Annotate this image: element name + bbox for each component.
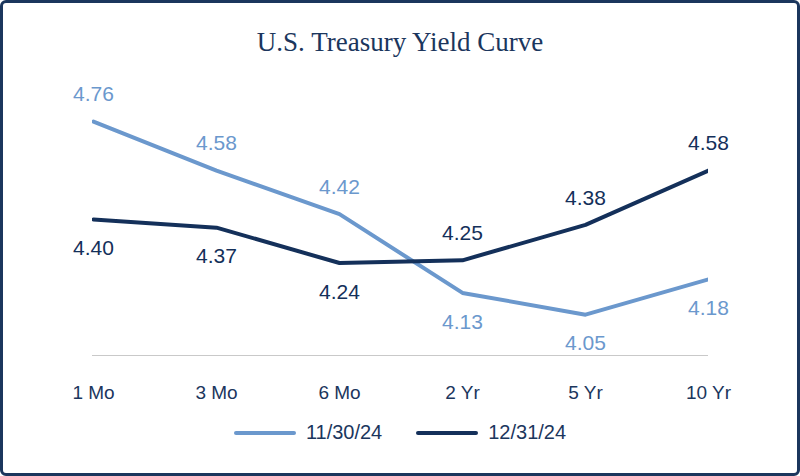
svg-text:4.42: 4.42 bbox=[319, 175, 360, 198]
svg-text:10 Yr: 10 Yr bbox=[686, 382, 732, 403]
svg-text:4.18: 4.18 bbox=[688, 296, 729, 319]
svg-text:4.25: 4.25 bbox=[442, 221, 483, 244]
svg-text:3 Mo: 3 Mo bbox=[195, 382, 237, 403]
svg-text:5 Yr: 5 Yr bbox=[568, 382, 603, 403]
html-text:11/30/24: 11/30/24 bbox=[305, 421, 383, 443]
svg-text:4.13: 4.13 bbox=[442, 310, 483, 333]
svg-text:4.37: 4.37 bbox=[196, 244, 237, 267]
svg-text:4.76: 4.76 bbox=[73, 82, 114, 105]
svg-text:6 Mo: 6 Mo bbox=[318, 382, 360, 403]
svg-text:4.38: 4.38 bbox=[565, 186, 606, 209]
svg-text:4.58: 4.58 bbox=[688, 131, 729, 154]
svg-text:4.05: 4.05 bbox=[565, 331, 606, 354]
html-text:12/31/24: 12/31/24 bbox=[488, 421, 567, 443]
svg-text:1 Mo: 1 Mo bbox=[72, 382, 114, 403]
svg-text:4.24: 4.24 bbox=[319, 280, 360, 303]
svg-text:4.58: 4.58 bbox=[196, 131, 237, 154]
html-text:U.S. Treasury Yield Curve: U.S. Treasury Yield Curve bbox=[256, 27, 544, 57]
svg-text:4.40: 4.40 bbox=[73, 236, 114, 259]
svg-text:2 Yr: 2 Yr bbox=[445, 382, 480, 403]
